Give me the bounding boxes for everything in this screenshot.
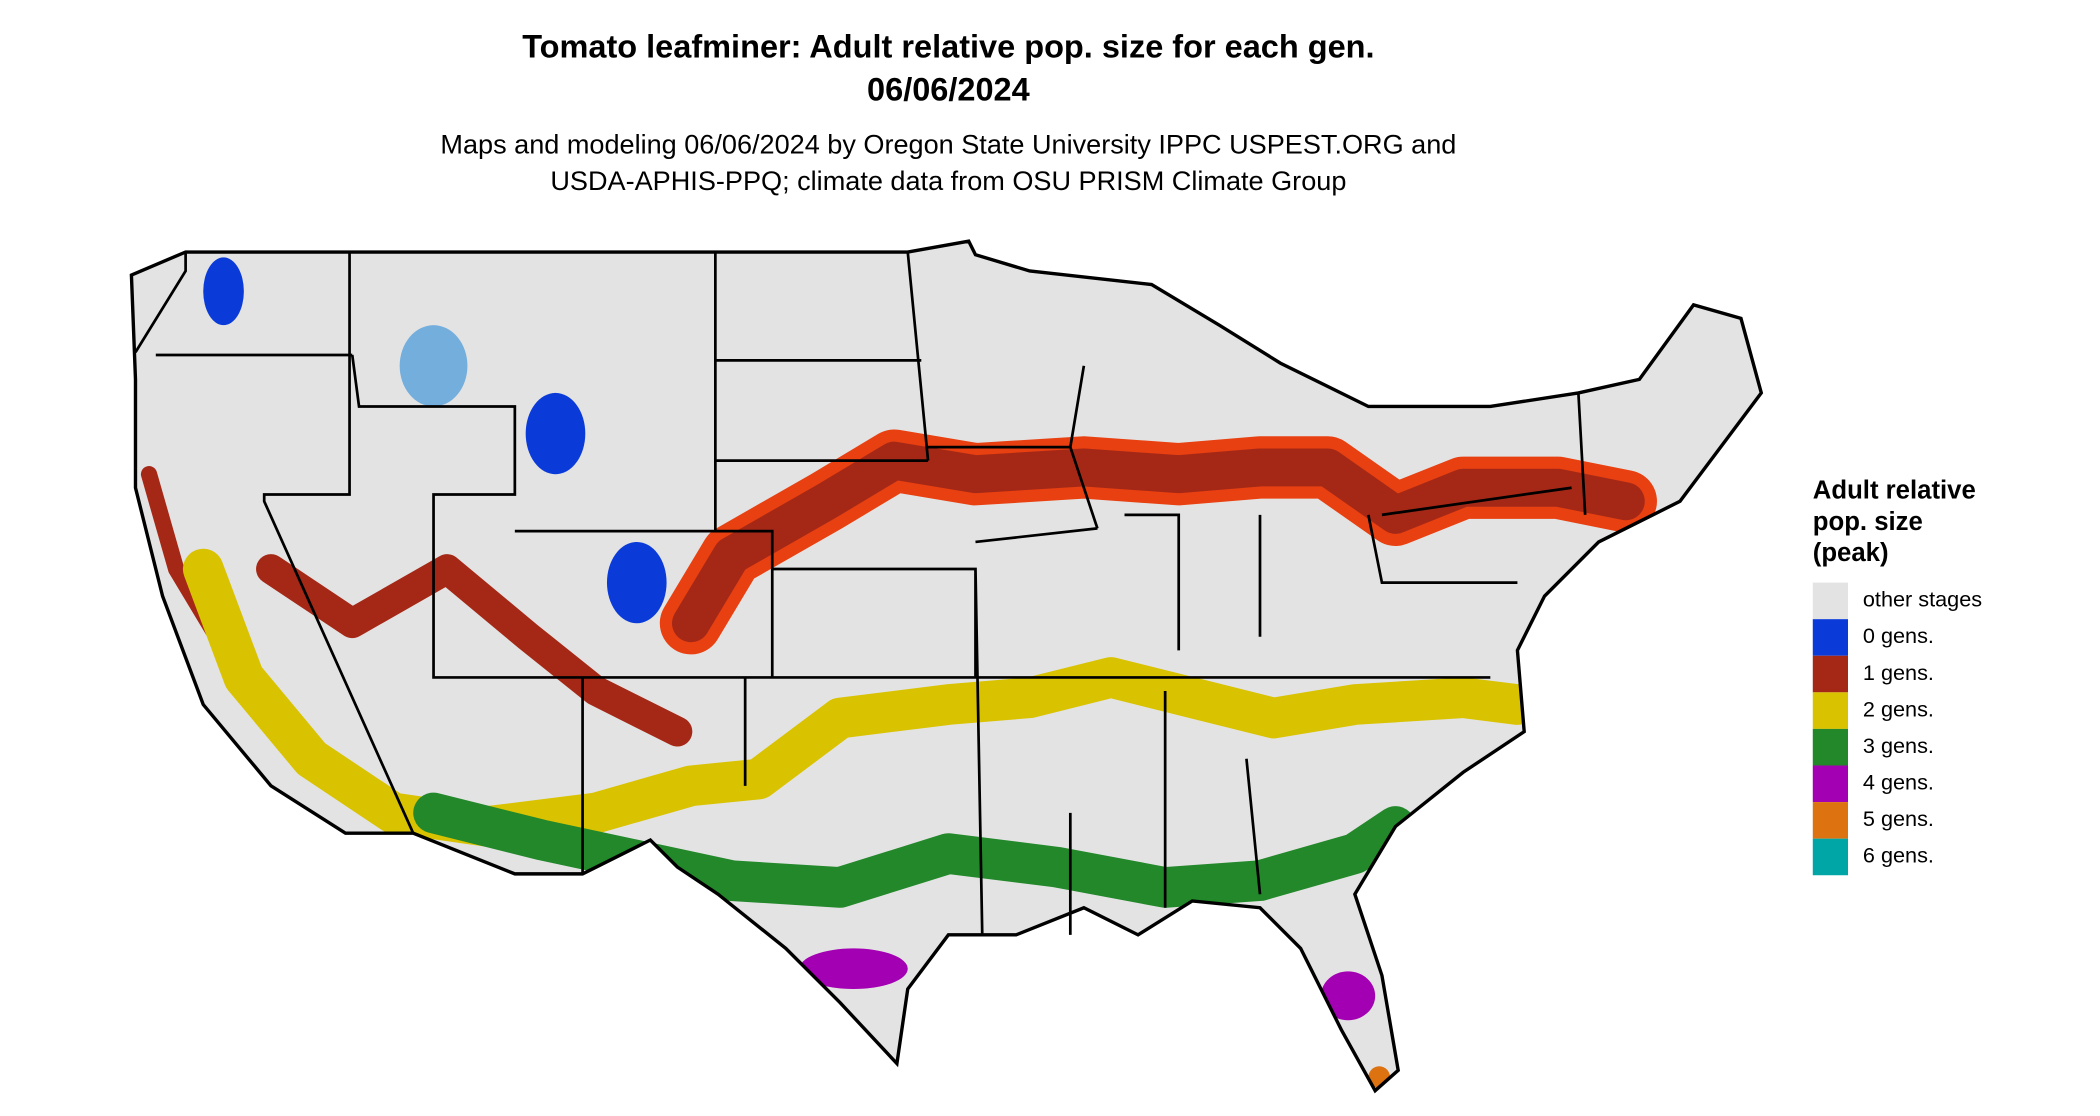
legend-label: 5 gens. bbox=[1863, 806, 1934, 831]
legend-swatch bbox=[1812, 582, 1848, 620]
title: Tomato leafminer: Adult relative pop. si… bbox=[522, 28, 1374, 64]
legend-swatch bbox=[1812, 655, 1848, 693]
legend-label: 3 gens. bbox=[1863, 733, 1934, 758]
legend-swatch bbox=[1812, 838, 1848, 876]
legend-label: 2 gens. bbox=[1863, 696, 1934, 721]
legend-swatch bbox=[1812, 728, 1848, 766]
legend-swatch bbox=[1812, 765, 1848, 803]
legend-label: 4 gens. bbox=[1863, 770, 1934, 795]
legend-label: 6 gens. bbox=[1863, 843, 1934, 868]
legend-label: 0 gens. bbox=[1863, 623, 1934, 648]
state-borders bbox=[134, 251, 1587, 935]
legend-swatch bbox=[1812, 802, 1848, 839]
legend-swatch bbox=[1812, 619, 1848, 656]
legend-swatch bbox=[1812, 692, 1848, 729]
legend-title: pop. size bbox=[1813, 508, 1923, 536]
legend: Adult relative pop. size (peak) other st… bbox=[1812, 477, 1982, 876]
legend-title: (peak) bbox=[1813, 539, 1889, 567]
title-date: 06/06/2024 bbox=[867, 72, 1030, 108]
land bbox=[131, 241, 1762, 1091]
legend-label: 1 gens. bbox=[1863, 660, 1934, 685]
legend-label: other stages bbox=[1863, 587, 1982, 612]
us-map bbox=[129, 239, 1763, 1093]
subtitle: Maps and modeling 06/06/2024 by Oregon S… bbox=[440, 128, 1456, 159]
legend-title: Adult relative bbox=[1813, 477, 1976, 505]
subtitle: USDA-APHIS-PPQ; climate data from OSU PR… bbox=[550, 165, 1346, 196]
